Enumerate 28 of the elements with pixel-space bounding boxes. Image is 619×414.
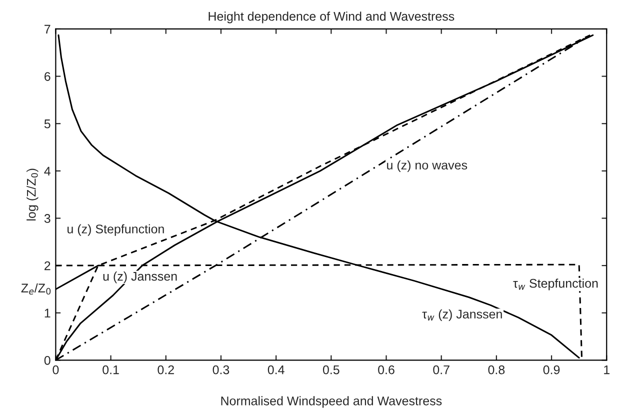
- x-tick-label: 0.4: [268, 365, 284, 374]
- series-label: τ$_{w}$ Stepfunction: [513, 278, 598, 290]
- y-axis-title: log (Z/Z$_{0}$): [26, 168, 38, 220]
- series-label: u (z) Janssen: [103, 272, 177, 284]
- x-tick-label: 0.2: [158, 365, 174, 374]
- y-tick-label: 5: [44, 120, 50, 128]
- y-tick-label: 1: [44, 308, 50, 318]
- x-tick-label: 1: [604, 366, 610, 374]
- x-tick-label: 0.6: [378, 365, 394, 374]
- x-tick-label: 0.9: [543, 365, 560, 374]
- y-tick-label: 0: [44, 356, 50, 365]
- y-tick-label: 3: [44, 214, 50, 223]
- chart-title: Height dependence of Wind and Wavestress: [208, 12, 454, 24]
- y-tick-label: 7: [44, 24, 50, 34]
- x-tick-label: 0.8: [488, 365, 505, 374]
- series-label: u (z) Stepfunction: [68, 224, 164, 236]
- x-tick-label: 0.1: [102, 365, 119, 374]
- y-tick-label: 6: [44, 72, 50, 81]
- y-tick-label: 2: [44, 261, 50, 270]
- x-tick-label: 0: [52, 365, 59, 374]
- x-tick-label: 0.5: [322, 365, 340, 374]
- annotation: Z$_{e}$/Z$_{0}$: [21, 283, 51, 295]
- x-tick-label: 0.7: [433, 365, 450, 374]
- y-tick-label: 4: [44, 166, 50, 176]
- series-label: u (z) no waves: [387, 160, 468, 172]
- x-tick-label: 0.3: [212, 365, 230, 374]
- x-axis-title: Normalised Windspeed and Wavestress: [221, 396, 442, 408]
- series-label: τ$_{w}$ (z) Janssen: [422, 309, 502, 322]
